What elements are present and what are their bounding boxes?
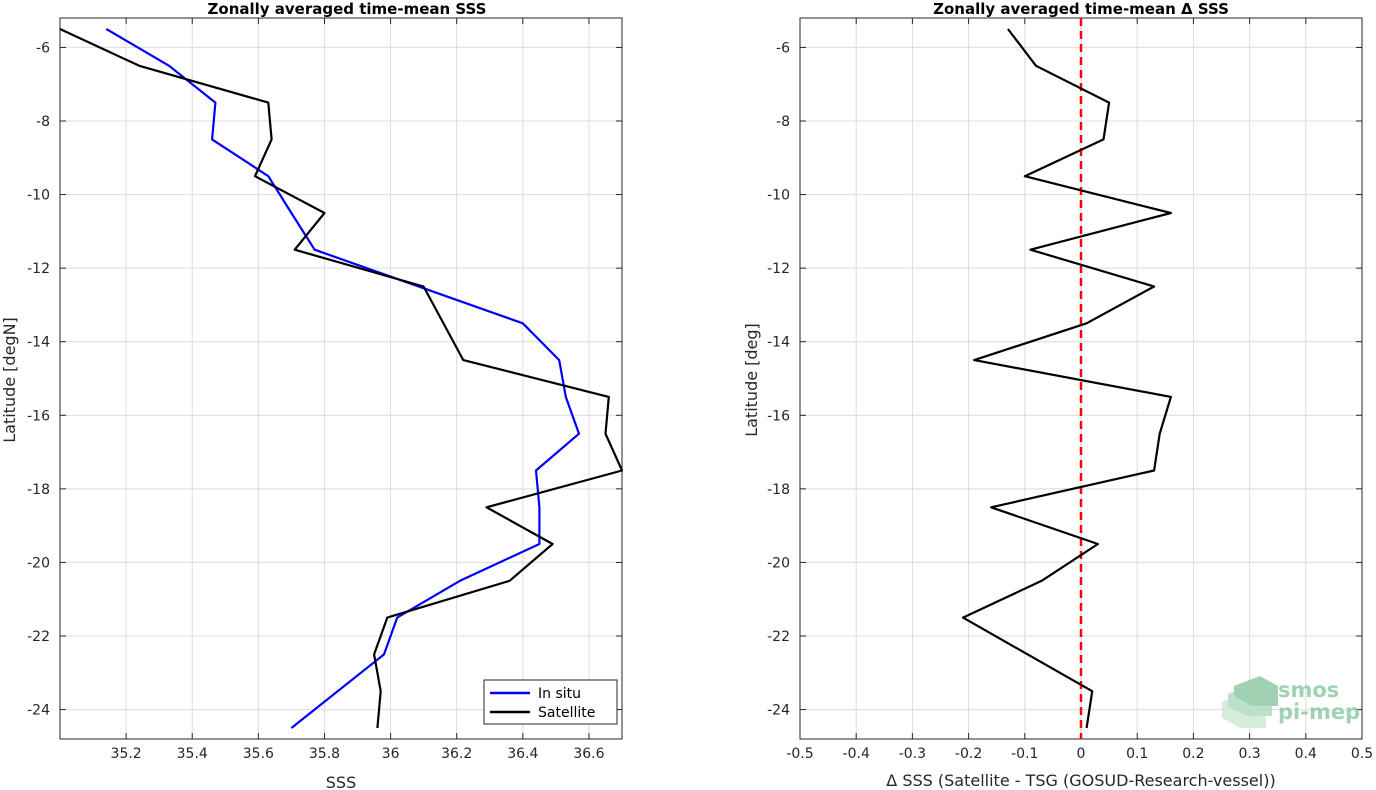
y-axis-label-left: Latitude [degN] bbox=[0, 317, 19, 443]
x-tick-label: 0.1 bbox=[1126, 746, 1148, 762]
y-tick-label: -10 bbox=[27, 188, 50, 204]
logo-text-pi-mep: pi-mep bbox=[1278, 700, 1360, 724]
y-tick-label: -20 bbox=[27, 555, 50, 571]
x-tick-label: 35.6 bbox=[243, 746, 274, 762]
x-tick-label: -0.5 bbox=[786, 746, 813, 762]
series-left bbox=[59, 28, 624, 729]
logo-text-smos: smos bbox=[1278, 678, 1339, 702]
grid-left bbox=[60, 18, 622, 739]
legend: In situ Satellite bbox=[483, 679, 618, 725]
x-tick-label: 0.3 bbox=[1238, 746, 1260, 762]
x-tick-label: 35.2 bbox=[111, 746, 142, 762]
x-tick-label: 35.4 bbox=[177, 746, 208, 762]
x-tick-label: 36.4 bbox=[507, 746, 538, 762]
y-tick-label: -12 bbox=[767, 261, 790, 277]
x-tick-label: 0.5 bbox=[1351, 746, 1373, 762]
x-tick-label: 0.4 bbox=[1295, 746, 1317, 762]
ticks-right: -0.5 -0.4 -0.3 -0.2 -0.1 0 0.1 0.2 0.3 0.4 0.5 -6 -8… bbox=[767, 18, 1373, 762]
series-right bbox=[961, 18, 1173, 739]
legend-label-satellite: Satellite bbox=[538, 705, 595, 721]
legend-box bbox=[483, 679, 618, 725]
y-axis-label-right: Latitude [deg] bbox=[742, 323, 761, 437]
plot-frame-left bbox=[59, 17, 623, 740]
y-tick-label: -24 bbox=[767, 703, 790, 719]
x-axis-label-right: Δ SSS (Satellite - TSG (GOSUD-Research-v… bbox=[886, 771, 1275, 790]
y-tick-label: -16 bbox=[27, 408, 50, 424]
y-tick-label: -18 bbox=[767, 482, 790, 498]
smos-pi-mep-logo: smos pi-mep bbox=[1222, 676, 1360, 728]
y-tick-label: -6 bbox=[36, 40, 50, 56]
y-tick-label: -8 bbox=[36, 114, 50, 130]
series-line-in-situ bbox=[105, 28, 581, 729]
y-tick-label: -14 bbox=[767, 335, 790, 351]
y-tick-label: -22 bbox=[27, 629, 50, 645]
x-tick-label: -0.2 bbox=[955, 746, 982, 762]
ticks-left: 35.2 35.4 35.6 35.8 36 36.2 36.4 36.6 -6 -8 -10 -12… bbox=[27, 18, 622, 762]
y-tick-label: -22 bbox=[767, 629, 790, 645]
chart-title-left: Zonally averaged time-mean SSS bbox=[208, 0, 487, 18]
chart-right: -0.5 -0.4 -0.3 -0.2 -0.1 0 0.1 0.2 0.3 0.4 0.5 -6 -8… bbox=[742, 0, 1373, 790]
series-line-delta-sss bbox=[961, 28, 1173, 729]
x-tick-label: 36.6 bbox=[573, 746, 604, 762]
y-tick-label: -8 bbox=[776, 114, 790, 130]
x-tick-label: 35.8 bbox=[309, 746, 340, 762]
y-tick-label: -6 bbox=[776, 40, 790, 56]
y-tick-label: -14 bbox=[27, 335, 50, 351]
y-tick-label: -18 bbox=[27, 482, 50, 498]
x-tick-label: 0 bbox=[1077, 746, 1086, 762]
x-tick-label: 36.2 bbox=[441, 746, 472, 762]
y-tick-label: -12 bbox=[27, 261, 50, 277]
y-tick-label: -10 bbox=[767, 188, 790, 204]
chart-left: 35.2 35.4 35.6 35.8 36 36.2 36.4 36.6 -6 -8 -10 -12… bbox=[0, 0, 624, 790]
x-tick-label: 0.2 bbox=[1182, 746, 1204, 762]
legend-label-in-situ: In situ bbox=[538, 686, 581, 702]
y-tick-label: -20 bbox=[767, 555, 790, 571]
y-tick-label: -24 bbox=[27, 703, 50, 719]
series-line-satellite bbox=[59, 28, 624, 729]
y-tick-label: -16 bbox=[767, 408, 790, 424]
chart-title-right: Zonally averaged time-mean Δ SSS bbox=[933, 0, 1229, 18]
x-tick-label: -0.1 bbox=[1011, 746, 1038, 762]
x-tick-label: 36 bbox=[382, 746, 400, 762]
logo-stack-icon bbox=[1222, 676, 1278, 728]
x-tick-label: -0.4 bbox=[843, 746, 870, 762]
x-tick-label: -0.3 bbox=[899, 746, 926, 762]
x-axis-label-left: SSS bbox=[326, 773, 356, 790]
